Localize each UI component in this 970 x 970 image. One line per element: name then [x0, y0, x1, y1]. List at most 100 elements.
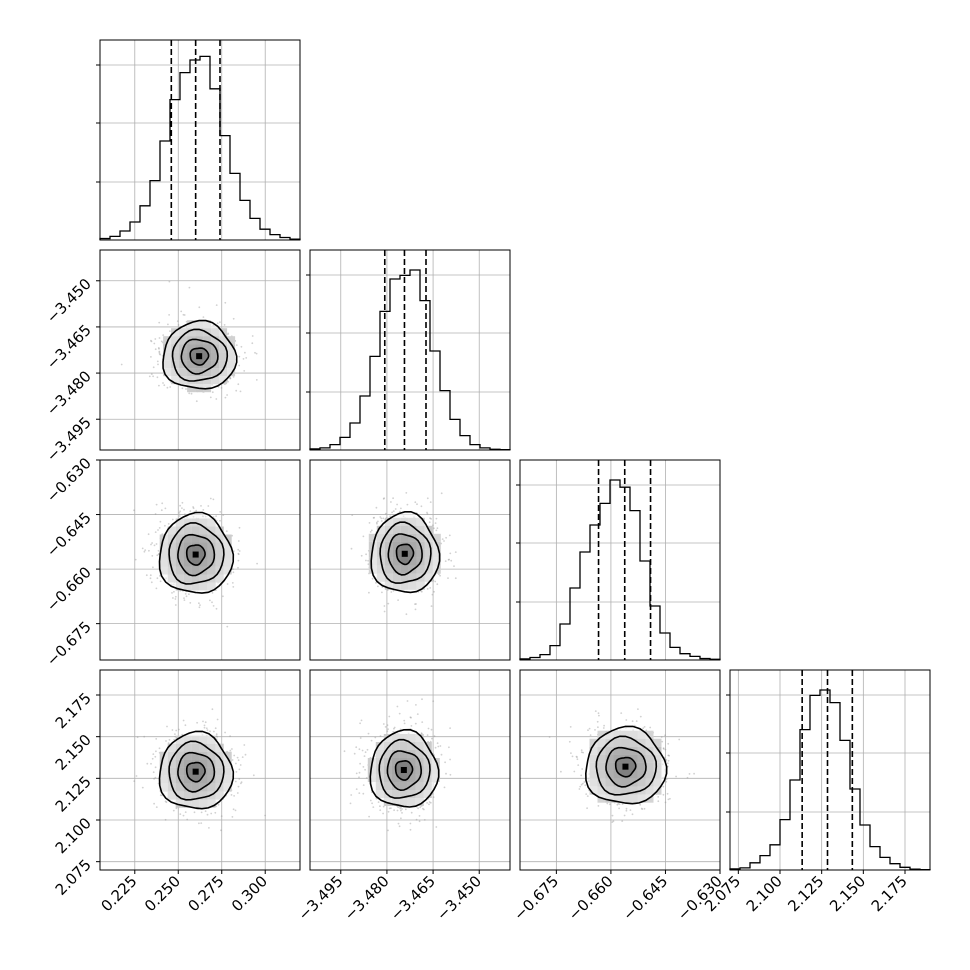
- sample-point: [183, 314, 186, 316]
- sample-point: [369, 531, 372, 533]
- sample-point: [198, 822, 200, 825]
- sample-point: [146, 762, 149, 765]
- sample-point: [211, 592, 214, 594]
- sample-point: [193, 811, 196, 814]
- tick-label: −0.675: [43, 618, 95, 670]
- sample-point: [443, 786, 446, 789]
- sample-point: [179, 813, 182, 815]
- sample-point: [232, 550, 235, 552]
- tick-label: −3.495: [43, 413, 95, 465]
- sample-point: [157, 347, 160, 349]
- sample-point: [164, 800, 167, 803]
- sample-point: [216, 718, 219, 721]
- tick-label: −0.630: [43, 454, 95, 506]
- sample-point: [150, 373, 153, 375]
- sample-point: [230, 794, 233, 796]
- sample-point: [159, 353, 162, 356]
- sample-point: [362, 792, 365, 795]
- tick-label: 2.100: [52, 814, 95, 857]
- sample-point: [150, 581, 153, 584]
- sample-point: [240, 345, 243, 348]
- sample-point: [420, 505, 423, 508]
- sample-point: [255, 379, 258, 381]
- sample-point: [171, 592, 173, 594]
- sample-point: [382, 498, 385, 500]
- sample-point: [232, 586, 235, 588]
- tick-label: 2.100: [743, 872, 786, 915]
- sample-point: [381, 586, 384, 588]
- sample-point: [181, 387, 184, 390]
- sample-point: [405, 613, 408, 616]
- sample-point: [189, 602, 192, 604]
- sample-point: [231, 816, 234, 818]
- sample-point: [426, 513, 429, 515]
- sample-point: [135, 775, 138, 777]
- sample-point: [580, 774, 583, 777]
- sample-point: [392, 730, 395, 733]
- sample-point: [410, 716, 412, 719]
- panel-frame: [99, 39, 301, 241]
- sample-point: [660, 736, 663, 738]
- density-peak: [401, 550, 408, 557]
- sample-point: [617, 802, 620, 805]
- sample-point: [416, 713, 419, 715]
- sample-point: [401, 812, 403, 814]
- sample-point: [383, 497, 385, 500]
- sample-point: [405, 492, 408, 494]
- sample-point: [216, 322, 219, 325]
- sample-point: [175, 729, 178, 732]
- sample-point: [602, 727, 605, 729]
- density-cell: [223, 534, 232, 543]
- sample-point: [215, 515, 218, 517]
- sample-point: [202, 316, 205, 318]
- sample-point: [215, 607, 218, 610]
- sample-point: [358, 792, 361, 794]
- sample-point: [239, 390, 242, 393]
- sample-point: [169, 386, 172, 388]
- sample-point: [598, 714, 600, 717]
- sample-point: [588, 727, 591, 730]
- sample-point: [178, 728, 180, 731]
- sample-point: [426, 802, 428, 804]
- tick-label: −0.660: [43, 563, 95, 615]
- tick-label: 0.300: [228, 872, 271, 915]
- sample-point: [225, 530, 228, 533]
- sample-point: [172, 809, 175, 812]
- sample-point: [238, 550, 241, 552]
- sample-point: [203, 726, 206, 729]
- sample-point: [371, 577, 374, 580]
- sample-point: [440, 492, 443, 495]
- sample-point: [440, 753, 443, 756]
- sample-point: [662, 747, 665, 750]
- sample-point: [214, 811, 217, 814]
- sample-point: [390, 591, 393, 593]
- sample-point: [423, 819, 426, 821]
- sample-point: [182, 719, 185, 722]
- sample-point: [380, 517, 383, 520]
- sample-point: [621, 820, 624, 822]
- sample-point: [186, 818, 189, 821]
- sample-point: [377, 801, 380, 803]
- sample-point: [668, 754, 670, 757]
- sample-point: [154, 776, 157, 779]
- sample-point: [397, 599, 399, 601]
- sample-point: [183, 508, 185, 511]
- tick-label: −3.495: [295, 872, 347, 924]
- histogram-step: [99, 55, 301, 240]
- histogram-step: [309, 269, 511, 451]
- sample-point: [444, 560, 447, 562]
- sample-point: [243, 370, 246, 372]
- sample-point: [570, 752, 572, 754]
- sample-point: [205, 727, 208, 730]
- sample-point: [143, 735, 146, 738]
- sample-point: [450, 559, 453, 562]
- histogram-panel: [729, 669, 931, 871]
- tick-label: −0.645: [43, 509, 95, 561]
- sample-point: [418, 820, 421, 823]
- sample-point: [420, 590, 423, 593]
- sample-point: [150, 339, 152, 342]
- scatter-panel: [99, 669, 301, 871]
- sample-point: [396, 809, 399, 812]
- sample-point: [171, 518, 174, 521]
- sample-point: [448, 746, 450, 749]
